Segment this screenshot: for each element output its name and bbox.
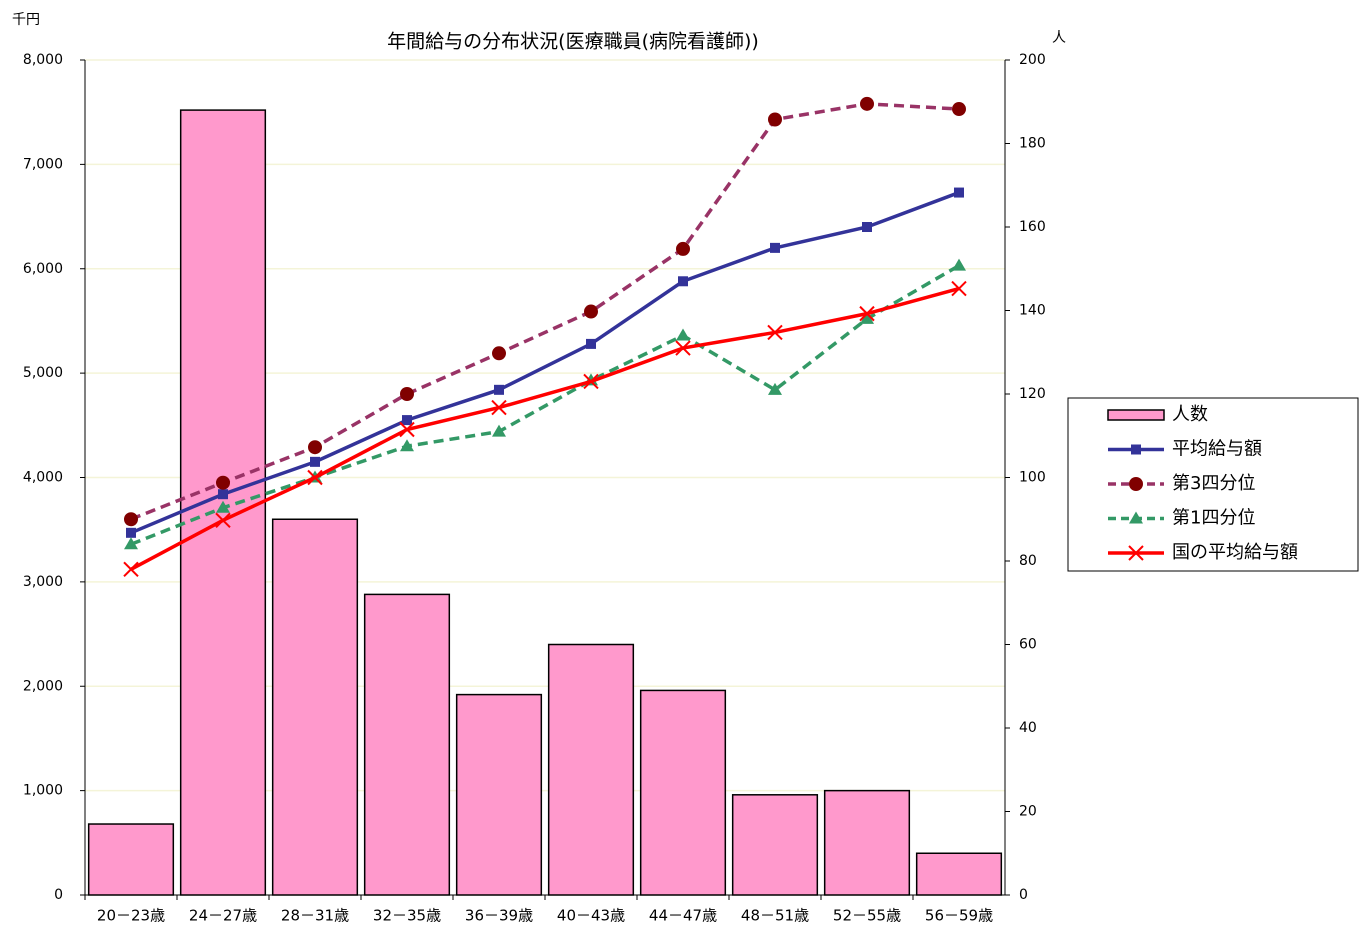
- x-tick-label: 56－59歳: [925, 907, 993, 925]
- marker: [586, 338, 596, 349]
- marker: [402, 415, 412, 426]
- chart-title: 年間給与の分布状況(医療職員(病院看護師)): [387, 31, 759, 53]
- legend-label: 第3四分位: [1172, 473, 1255, 494]
- marker: [768, 382, 782, 395]
- y2-tick-label: 200: [1019, 52, 1046, 68]
- marker: [123, 561, 139, 578]
- marker: [492, 424, 506, 437]
- y-tick-label: 2,000: [23, 678, 63, 694]
- marker: [1128, 545, 1144, 561]
- x-tick-label: 44－47歳: [649, 907, 717, 925]
- y2-tick-label: 180: [1019, 136, 1046, 152]
- y-tick-label: 8,000: [23, 52, 63, 68]
- y2-tick-label: 40: [1019, 720, 1037, 736]
- marker: [310, 456, 320, 467]
- x-tick-label: 40－43歳: [557, 907, 625, 925]
- y-unit: 千円: [12, 12, 40, 28]
- marker: [216, 500, 230, 513]
- x-tick-label: 32－35歳: [373, 907, 441, 925]
- x-tick-label: 28－31歳: [281, 907, 349, 925]
- marker: [215, 512, 231, 529]
- marker: [1129, 477, 1143, 491]
- y2-tick-label: 20: [1019, 804, 1037, 820]
- marker: [399, 421, 415, 438]
- y-tick-label: 4,000: [23, 470, 63, 486]
- bar: [823, 789, 911, 896]
- y2-tick-label: 160: [1019, 219, 1046, 235]
- marker: [400, 439, 414, 452]
- y2-tick-label: 0: [1019, 887, 1028, 903]
- line: [130, 264, 960, 546]
- marker: [860, 96, 874, 111]
- marker: [1131, 444, 1141, 455]
- marker: [676, 241, 690, 256]
- marker: [952, 102, 966, 117]
- y-tick-label: 0: [54, 887, 63, 903]
- marker: [216, 475, 230, 490]
- y-tick-label: 1,000: [23, 783, 63, 799]
- y-tick-label: 5,000: [23, 365, 63, 381]
- bar: [731, 794, 819, 896]
- marker: [583, 373, 599, 390]
- bar: [455, 693, 543, 896]
- legend-label: 第1四分位: [1172, 508, 1255, 529]
- y2-tick-label: 140: [1019, 303, 1046, 319]
- legend-label: 国の平均給与額: [1172, 542, 1298, 563]
- bar: [87, 823, 175, 896]
- marker: [770, 242, 780, 253]
- x-tick-label: 48－51歳: [741, 907, 809, 925]
- legend-label: 平均給与額: [1172, 439, 1262, 460]
- y-tick-label: 3,000: [23, 574, 63, 590]
- bar: [363, 593, 451, 896]
- x-tick-label: 24－27歳: [189, 907, 257, 925]
- marker: [767, 324, 783, 341]
- marker: [124, 537, 138, 550]
- marker: [1129, 511, 1143, 524]
- legend-swatch: [1107, 409, 1165, 421]
- marker: [308, 440, 322, 455]
- marker: [954, 187, 964, 198]
- marker: [124, 512, 138, 527]
- line: [130, 102, 960, 521]
- marker: [218, 489, 228, 500]
- y2-tick-label: 100: [1019, 470, 1046, 486]
- bar: [639, 689, 727, 896]
- marker: [952, 258, 966, 271]
- y2-tick-label: 60: [1019, 637, 1037, 653]
- bar: [271, 518, 359, 896]
- marker: [676, 328, 690, 341]
- y2-tick-label: 80: [1019, 553, 1037, 569]
- bar: [915, 852, 1003, 896]
- marker: [584, 304, 598, 319]
- line: [130, 190, 960, 535]
- x-tick-label: 36－39歳: [465, 907, 533, 925]
- y2-unit: 人: [1052, 30, 1066, 46]
- legend-box: [1067, 397, 1359, 572]
- legend-label: 人数: [1172, 404, 1208, 425]
- marker: [859, 305, 875, 322]
- x-tick-label: 20－23歳: [97, 907, 165, 925]
- marker: [768, 112, 782, 127]
- y2-tick-label: 120: [1019, 386, 1046, 402]
- x-tick-label: 52－55歳: [833, 907, 901, 925]
- marker: [491, 399, 507, 416]
- marker: [307, 469, 323, 486]
- y-tick-label: 7,000: [23, 156, 63, 172]
- marker: [862, 222, 872, 232]
- marker: [492, 346, 506, 361]
- marker: [860, 311, 874, 324]
- marker: [951, 280, 967, 297]
- y-tick-label: 6,000: [23, 261, 63, 277]
- marker: [400, 387, 414, 401]
- line: [130, 286, 960, 571]
- marker: [678, 276, 688, 287]
- bar: [547, 643, 635, 896]
- marker: [126, 527, 136, 538]
- marker: [675, 340, 691, 356]
- marker: [494, 384, 504, 395]
